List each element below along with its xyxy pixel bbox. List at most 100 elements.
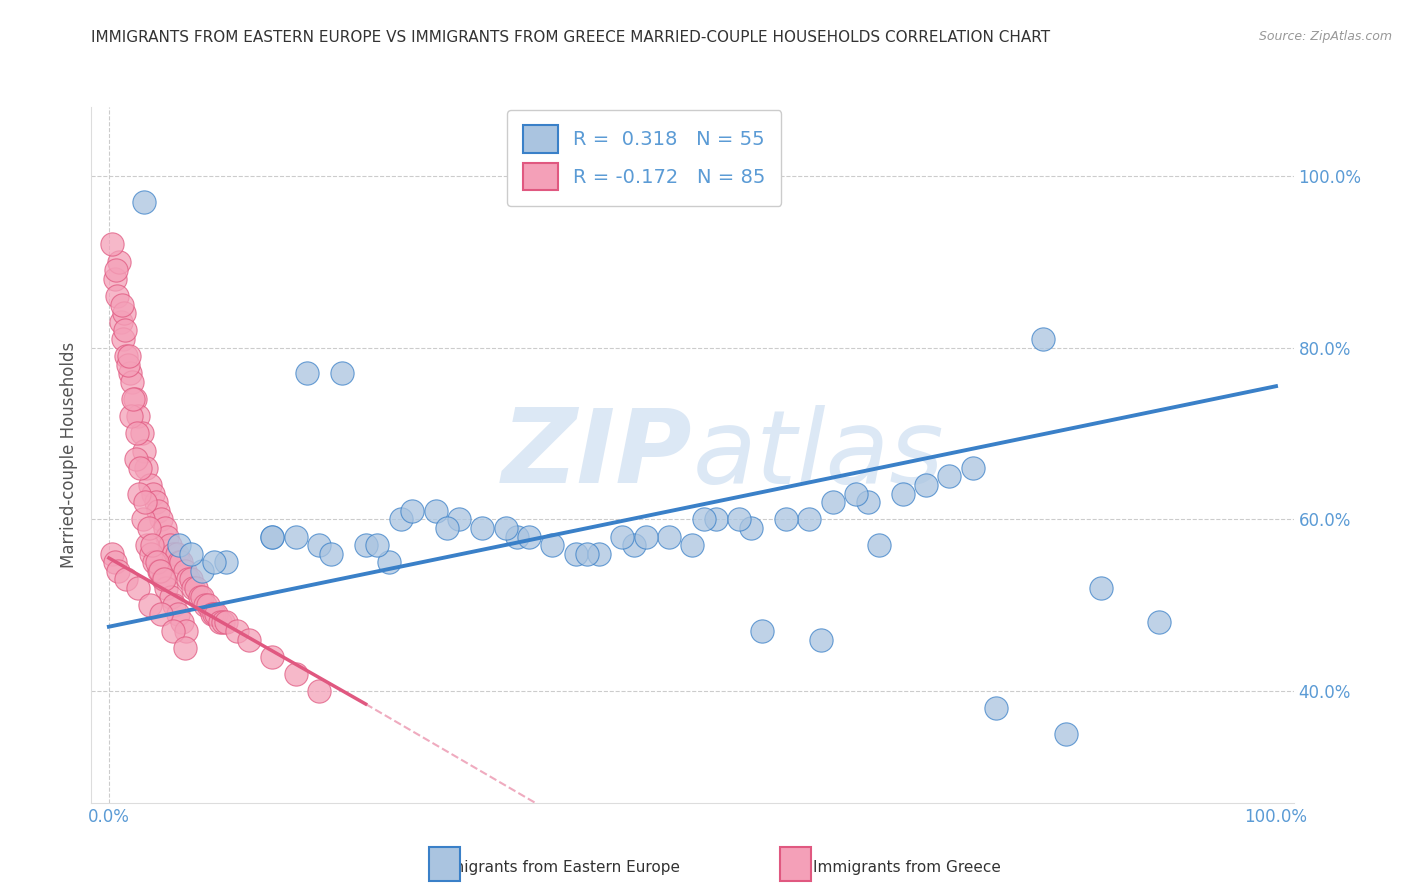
Point — [118, 367, 141, 381]
Point — [297, 367, 319, 381]
Point — [143, 555, 166, 569]
Point — [682, 538, 704, 552]
Point — [142, 486, 165, 500]
Point — [117, 358, 139, 372]
Point — [120, 409, 142, 424]
Point — [180, 573, 202, 587]
Point — [194, 599, 217, 613]
Text: Source: ZipAtlas.com: Source: ZipAtlas.com — [1258, 30, 1392, 44]
Point — [162, 547, 184, 561]
Point — [167, 555, 190, 569]
Point — [132, 512, 155, 526]
Point — [1149, 615, 1171, 630]
Point — [132, 443, 155, 458]
Point — [214, 555, 236, 569]
Point — [868, 538, 890, 552]
Point — [186, 581, 208, 595]
Point — [173, 564, 195, 578]
Point — [131, 426, 153, 441]
Point — [114, 323, 136, 337]
Point — [564, 547, 586, 561]
Point — [495, 521, 517, 535]
Point — [152, 573, 174, 587]
Point — [284, 667, 307, 681]
Point — [146, 504, 169, 518]
Text: atlas: atlas — [692, 405, 943, 505]
Point — [262, 649, 284, 664]
Point — [125, 426, 148, 441]
Point — [101, 547, 124, 561]
Point — [172, 615, 194, 630]
Point — [262, 529, 284, 543]
Point — [226, 624, 249, 638]
Point — [425, 504, 447, 518]
Point — [108, 254, 131, 268]
Point — [141, 538, 163, 552]
Point — [471, 521, 494, 535]
Point — [150, 512, 173, 526]
Point — [136, 538, 159, 552]
Point — [623, 538, 645, 552]
Point — [170, 555, 193, 569]
Point — [330, 367, 353, 381]
Point — [107, 564, 129, 578]
Point — [517, 529, 540, 543]
Point — [145, 555, 167, 569]
Point — [612, 529, 634, 543]
Text: IMMIGRANTS FROM EASTERN EUROPE VS IMMIGRANTS FROM GREECE MARRIED-COUPLE HOUSEHOL: IMMIGRANTS FROM EASTERN EUROPE VS IMMIGR… — [91, 30, 1050, 45]
Point — [308, 684, 330, 698]
Point — [751, 624, 773, 638]
Point — [891, 486, 914, 500]
Point — [127, 581, 149, 595]
Point — [658, 529, 681, 543]
Point — [104, 272, 127, 286]
Point — [167, 538, 190, 552]
Point — [152, 573, 174, 587]
Point — [845, 486, 868, 500]
Point — [153, 521, 176, 535]
Point — [139, 478, 162, 492]
Point — [159, 590, 181, 604]
Point — [202, 555, 225, 569]
Point — [634, 529, 657, 543]
Point — [156, 529, 179, 543]
Point — [166, 607, 188, 621]
Point — [214, 615, 236, 630]
Point — [181, 581, 204, 595]
Point — [115, 573, 138, 587]
Point — [138, 521, 160, 535]
Point — [821, 495, 844, 509]
Point — [149, 564, 172, 578]
Text: Immigrants from Eastern Europe: Immigrants from Eastern Europe — [430, 860, 681, 874]
Point — [128, 486, 150, 500]
Point — [132, 194, 155, 209]
Point — [110, 315, 132, 329]
Point — [112, 306, 135, 320]
Point — [208, 615, 231, 630]
Point — [159, 538, 181, 552]
Point — [201, 607, 224, 621]
Point — [262, 529, 284, 543]
Point — [693, 512, 716, 526]
Point — [799, 512, 821, 526]
Point — [115, 349, 138, 363]
Point — [111, 332, 134, 346]
Point — [155, 581, 177, 595]
Point — [111, 297, 134, 311]
Point — [506, 529, 529, 543]
Point — [1054, 727, 1077, 741]
Point — [139, 547, 162, 561]
Point — [856, 495, 879, 509]
Point — [962, 460, 984, 475]
Point — [148, 564, 170, 578]
Point — [984, 701, 1007, 715]
Point — [124, 392, 146, 406]
Point — [704, 512, 727, 526]
Point — [101, 237, 124, 252]
Point — [145, 495, 167, 509]
Point — [105, 289, 128, 303]
Point — [436, 521, 458, 535]
Point — [212, 615, 235, 630]
Point — [284, 529, 307, 543]
Point — [173, 641, 195, 656]
